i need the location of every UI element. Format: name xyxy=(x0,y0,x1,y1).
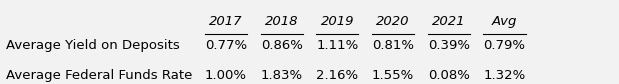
Text: 0.81%: 0.81% xyxy=(372,39,414,52)
Text: 1.32%: 1.32% xyxy=(483,69,526,82)
Text: 2.16%: 2.16% xyxy=(316,69,358,82)
Text: 2019: 2019 xyxy=(321,15,354,28)
Text: 1.11%: 1.11% xyxy=(316,39,358,52)
Text: 2017: 2017 xyxy=(209,15,243,28)
Text: 2018: 2018 xyxy=(265,15,298,28)
Text: Avg: Avg xyxy=(492,15,517,28)
Text: 0.86%: 0.86% xyxy=(261,39,303,52)
Text: 0.79%: 0.79% xyxy=(483,39,526,52)
Text: 2020: 2020 xyxy=(376,15,410,28)
Text: 1.83%: 1.83% xyxy=(261,69,303,82)
Text: 1.55%: 1.55% xyxy=(372,69,414,82)
Text: 2021: 2021 xyxy=(432,15,465,28)
Text: Average Federal Funds Rate: Average Federal Funds Rate xyxy=(6,69,193,82)
Text: Average Yield on Deposits: Average Yield on Deposits xyxy=(6,39,180,52)
Text: 0.39%: 0.39% xyxy=(428,39,470,52)
Text: 1.00%: 1.00% xyxy=(205,69,247,82)
Text: 0.08%: 0.08% xyxy=(428,69,470,82)
Text: 0.77%: 0.77% xyxy=(205,39,247,52)
